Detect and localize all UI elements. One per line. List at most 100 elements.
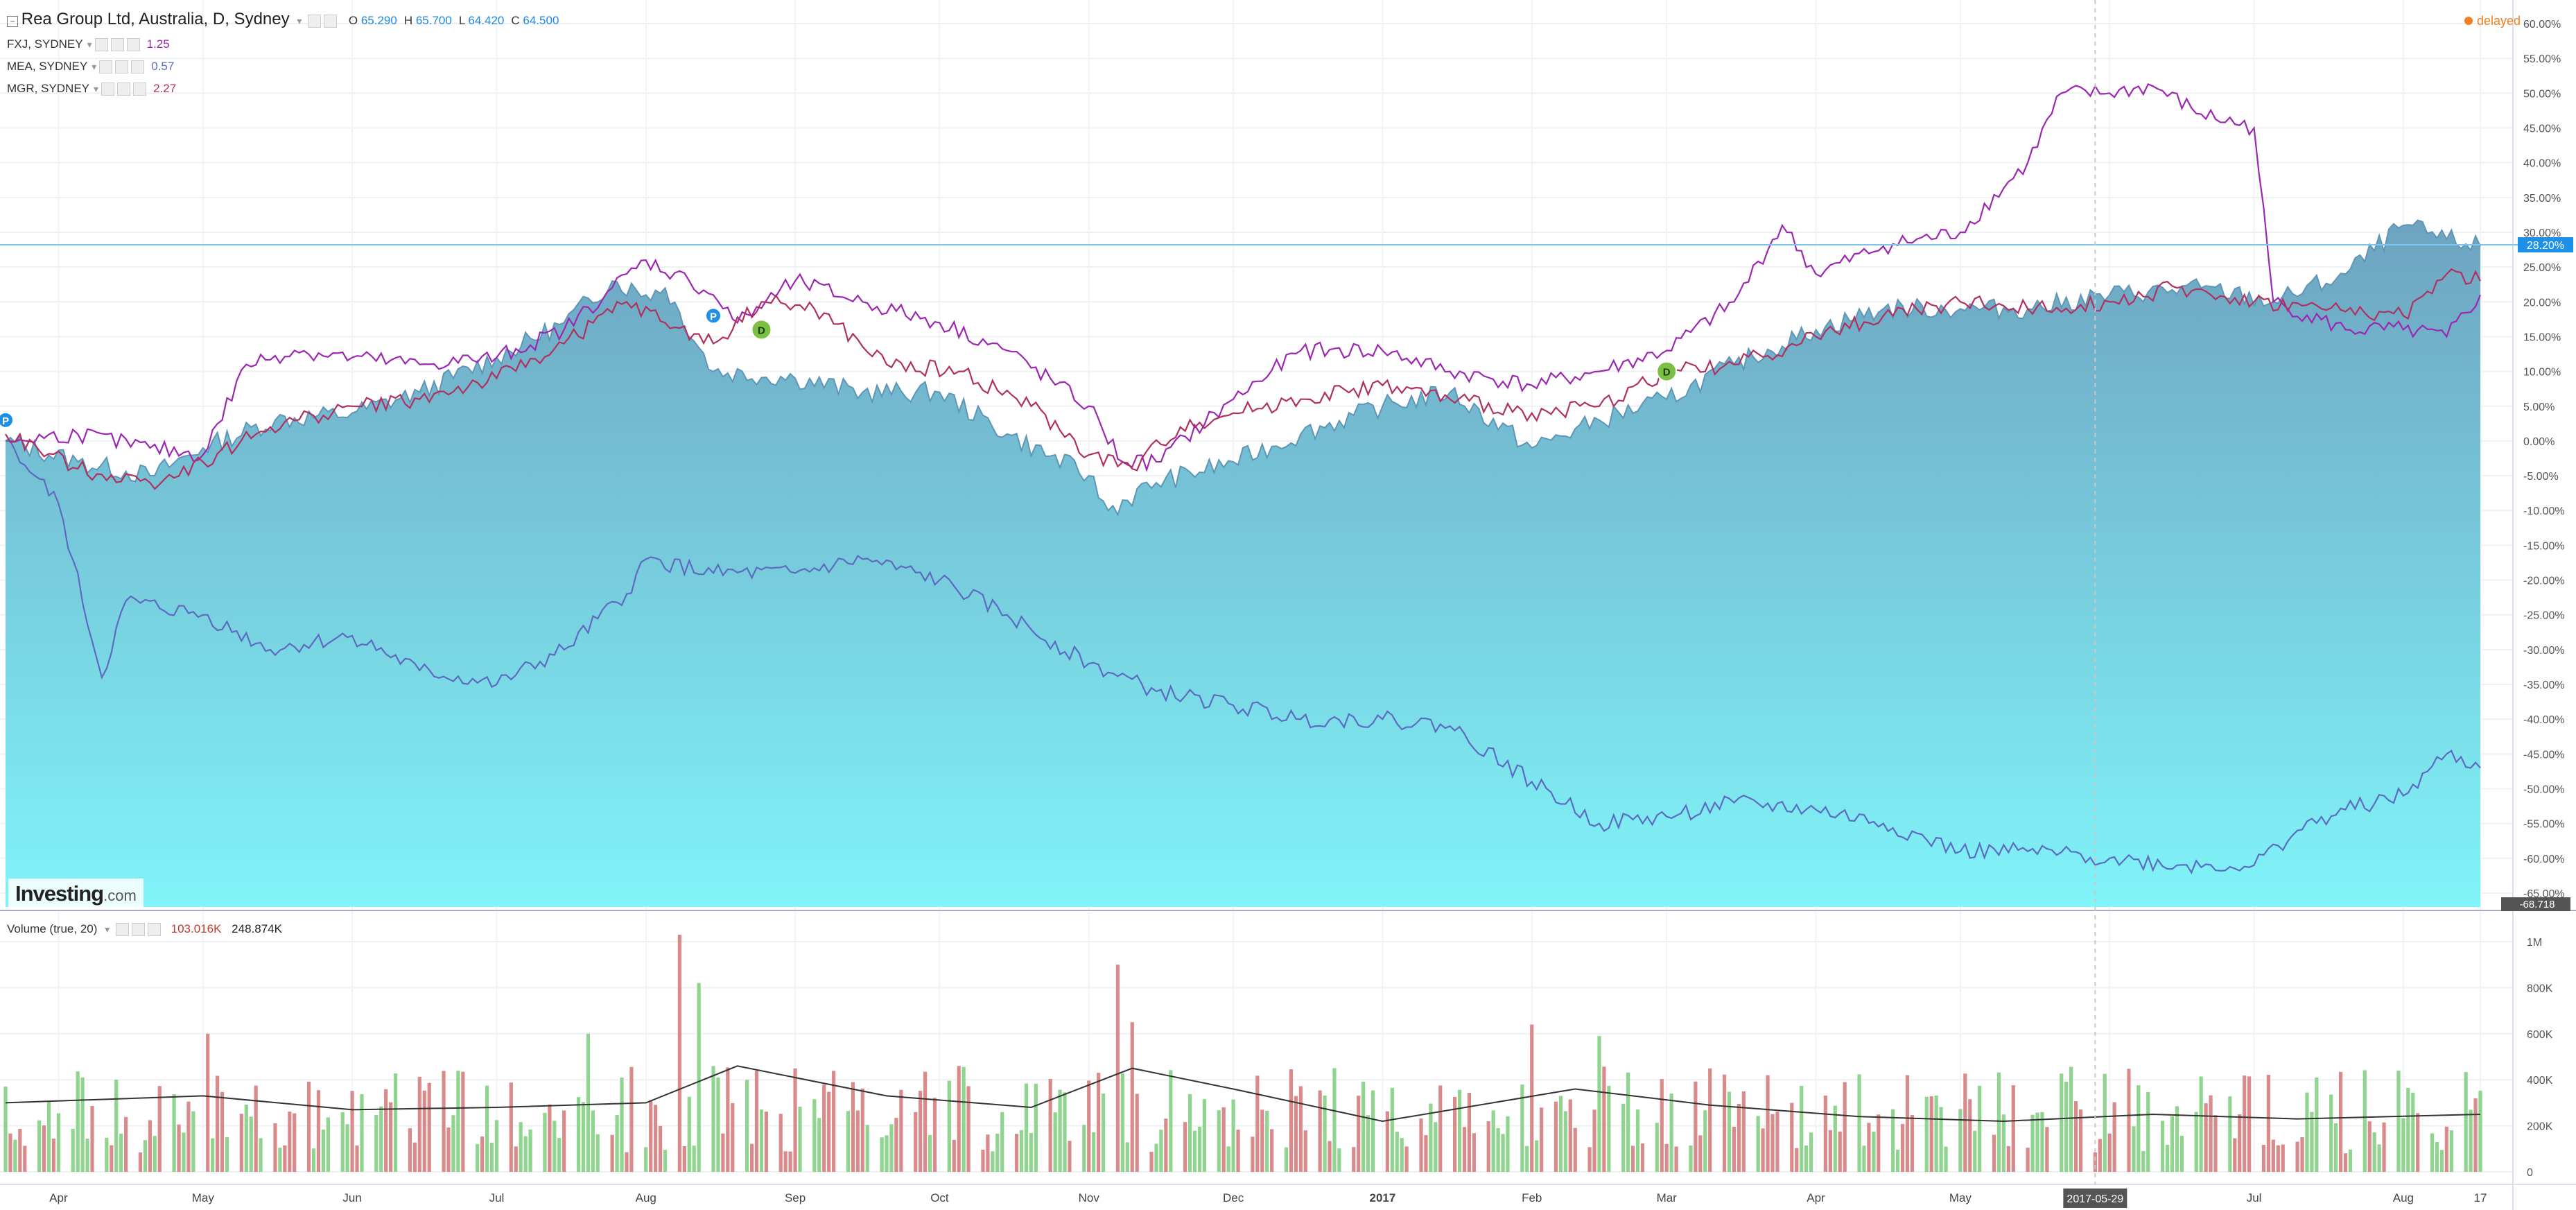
- volume-bar: [1924, 1096, 1929, 1172]
- volume-label[interactable]: Volume (true, 20): [7, 922, 98, 935]
- volume-bar: [995, 1133, 1000, 1172]
- volume-value-1: 103.016K: [171, 922, 222, 935]
- comparison-legend-item[interactable]: FXJ, SYDNEY ▾ 1.25: [7, 33, 176, 55]
- volume-bar: [2064, 1081, 2069, 1172]
- volume-bar: [1135, 1094, 1139, 1172]
- symbol-title[interactable]: Rea Group Ltd, Australia, D, Sydney: [21, 10, 290, 28]
- comparison-legend-item[interactable]: MGR, SYDNEY ▾ 2.27: [7, 78, 176, 100]
- y-tick-label: 20.00%: [2523, 297, 2561, 309]
- volume-bar: [1260, 1109, 1264, 1172]
- volume-bar: [278, 1148, 282, 1172]
- volume-bar: [625, 1152, 629, 1172]
- volume-bar: [321, 1130, 326, 1172]
- volume-bar: [2281, 1144, 2285, 1172]
- volume-bar: [610, 1134, 614, 1172]
- volume-bar: [1453, 1096, 1457, 1172]
- y-tick-label: 0.00%: [2523, 436, 2555, 448]
- volume-bar: [1231, 1099, 1235, 1172]
- remove-icon: [126, 38, 140, 52]
- volume-bar: [957, 1066, 961, 1172]
- volume-bar: [1597, 1036, 1601, 1172]
- volume-bar: [894, 1118, 898, 1172]
- remove-icon[interactable]: [324, 15, 338, 28]
- volume-bar: [138, 1152, 143, 1172]
- volume-bar: [1221, 1107, 1226, 1172]
- volume-bar: [13, 1139, 17, 1172]
- chevron-down-icon[interactable]: ▾: [297, 15, 302, 26]
- volume-bar: [355, 1145, 359, 1172]
- volume-bar: [2473, 1098, 2478, 1172]
- volume-bar: [485, 1085, 489, 1172]
- volume-bar: [186, 1101, 191, 1172]
- volume-bar: [1164, 1118, 1168, 1172]
- volume-bar: [2329, 1094, 2333, 1172]
- volume-bar: [1530, 1024, 1534, 1172]
- volume-bar: [2098, 1139, 2102, 1172]
- volume-bar: [182, 1132, 186, 1172]
- x-tick-label: Jun: [342, 1191, 361, 1204]
- y-tick-label: -45.00%: [2523, 749, 2565, 761]
- volume-bar: [1838, 1131, 1842, 1172]
- volume-bar: [817, 1118, 821, 1172]
- y-tick-label: 45.00%: [2523, 123, 2561, 135]
- price-tag: 28.20%: [2527, 240, 2564, 252]
- volume-bar: [1226, 1146, 1230, 1172]
- marker-circle: [751, 319, 772, 340]
- y-tick-label: -60.00%: [2523, 854, 2565, 865]
- volume-bar: [1958, 1109, 1963, 1172]
- volume-bar: [42, 1125, 46, 1172]
- volume-bar: [1284, 1147, 1289, 1172]
- marker-circle: [704, 307, 722, 325]
- volume-bar: [2334, 1123, 2338, 1172]
- collapse-icon[interactable]: −: [7, 15, 18, 27]
- volume-bar: [46, 1101, 51, 1172]
- volume-bar: [2343, 1153, 2348, 1172]
- volume-bar: [1357, 1096, 1361, 1172]
- volume-bar: [1202, 1099, 1207, 1172]
- y-tick-label: 15.00%: [2523, 331, 2561, 343]
- volume-bar: [51, 1138, 56, 1172]
- marker-label: D: [1663, 367, 1671, 379]
- y-tick-label: 35.00%: [2523, 193, 2561, 205]
- settings-icon[interactable]: [308, 15, 322, 28]
- volume-bar: [2367, 1121, 2372, 1172]
- remove-icon[interactable]: [147, 923, 161, 937]
- hide-icon[interactable]: [131, 923, 145, 937]
- volume-tick-label: 200K: [2527, 1121, 2553, 1133]
- volume-bar: [620, 1078, 624, 1172]
- volume-bar: [860, 1088, 864, 1172]
- chevron-down-icon[interactable]: ▾: [105, 924, 110, 935]
- volume-bar: [731, 1103, 735, 1172]
- volume-bar: [2305, 1092, 2309, 1172]
- volume-bar: [1457, 1089, 1462, 1172]
- volume-bar: [2204, 1103, 2208, 1172]
- volume-bar: [692, 1146, 696, 1172]
- bottom-tag: -68.718: [2520, 899, 2555, 910]
- volume-bar: [1029, 1133, 1033, 1172]
- settings-icon[interactable]: [115, 923, 129, 937]
- volume-bar: [1703, 1110, 1707, 1172]
- y-tick-label: -50.00%: [2523, 784, 2565, 795]
- volume-bar: [1328, 1141, 1332, 1172]
- remove-icon: [133, 83, 147, 96]
- volume-bar: [595, 1134, 600, 1172]
- volume-bar: [1992, 1134, 1996, 1172]
- y-tick-label: -55.00%: [2523, 819, 2565, 831]
- settings-icon: [94, 38, 108, 52]
- event-markers[interactable]: P P D D: [0, 307, 1678, 429]
- volume-bar: [562, 1110, 566, 1172]
- volume-bar: [389, 1102, 393, 1172]
- x-tick-label: 2017: [1370, 1191, 1396, 1204]
- volume-bar: [2213, 1115, 2218, 1172]
- volume-tick-label: 400K: [2527, 1075, 2553, 1087]
- comparison-value: 1.25: [146, 37, 170, 51]
- volume-bar: [239, 1114, 243, 1172]
- volume-bar: [1963, 1073, 1967, 1172]
- volume-bar: [952, 1139, 956, 1172]
- comparison-legend-item[interactable]: MEA, SYDNEY ▾ 0.57: [7, 55, 176, 78]
- volume-bar: [2107, 1133, 2112, 1172]
- volume-bar: [350, 1091, 354, 1172]
- volume-bar: [2045, 1127, 2049, 1172]
- volume-bar: [71, 1128, 75, 1172]
